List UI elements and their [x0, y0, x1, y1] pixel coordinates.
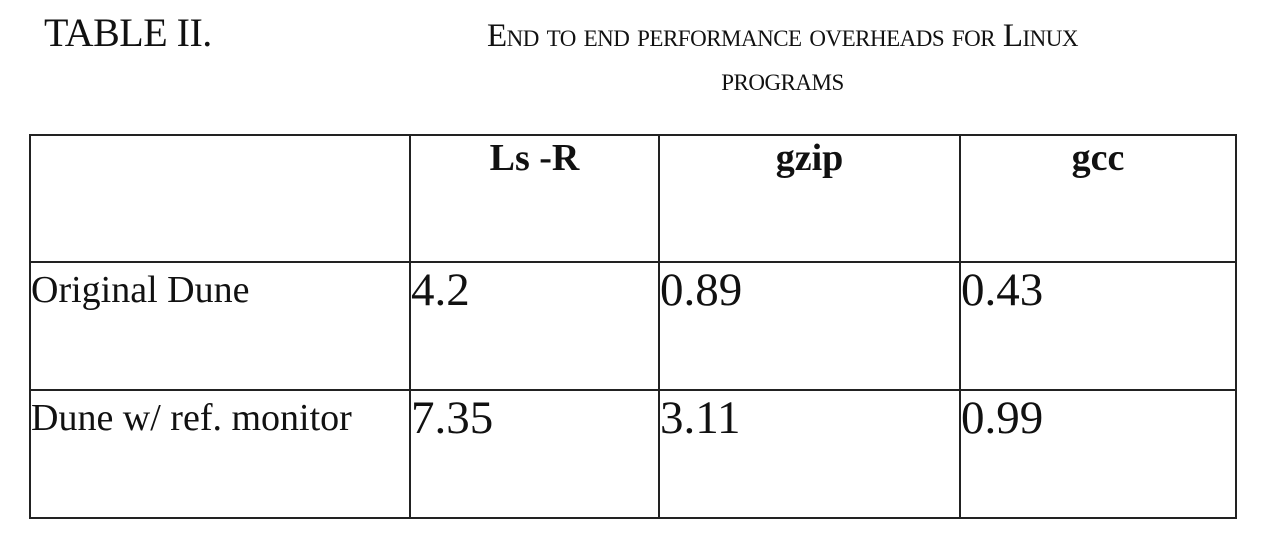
cell-original-dune-ls-r: 4.2 [409, 261, 660, 391]
cell-original-dune-gcc: 0.43 [959, 261, 1237, 391]
header-cell-gcc: gcc [959, 134, 1237, 263]
table-title-line-1: End to end performance overheads for Lin… [486, 18, 1079, 54]
performance-table: Ls -R gzip gcc Original Dune 4.2 0.89 0.… [29, 134, 1237, 519]
table-row: Dune w/ ref. monitor 7.35 3.11 0.99 [29, 389, 1237, 519]
header-cell-ls-r: Ls -R [409, 134, 660, 263]
table-row: Original Dune 4.2 0.89 0.43 [29, 261, 1237, 391]
cell-dune-ref-monitor-ls-r: 7.35 [409, 389, 660, 519]
table-label: TABLE II. [44, 10, 212, 55]
row-label-dune-ref-monitor: Dune w/ ref. monitor [29, 389, 411, 519]
header-cell-empty [29, 134, 411, 263]
table-title-line-2: programs [721, 62, 844, 98]
table-header-row: Ls -R gzip gcc [29, 134, 1237, 263]
table-title: End to end performance overheads for Lin… [300, 14, 1265, 102]
cell-dune-ref-monitor-gzip: 3.11 [658, 389, 961, 519]
cell-original-dune-gzip: 0.89 [658, 261, 961, 391]
cell-dune-ref-monitor-gcc: 0.99 [959, 389, 1237, 519]
row-label-original-dune: Original Dune [29, 261, 411, 391]
header-cell-gzip: gzip [658, 134, 961, 263]
